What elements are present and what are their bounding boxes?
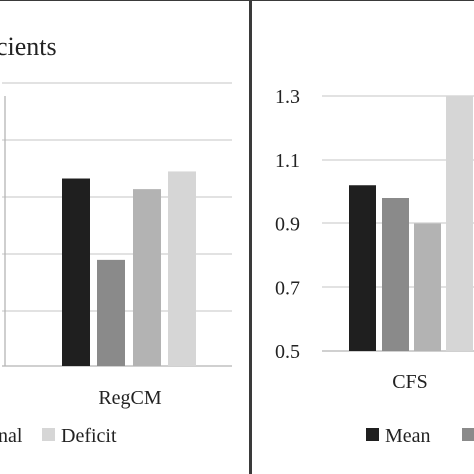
right-legend: Mean: [366, 425, 474, 447]
y-tick-label: 1.1: [275, 150, 300, 172]
y-tick-label: 0.9: [275, 214, 300, 236]
left-bars: [62, 171, 196, 366]
right-category-label: CFS: [392, 371, 428, 393]
right-legend-swatch-normal: [462, 428, 474, 441]
left-legend: nal Deficit: [0, 425, 117, 447]
bar-deficit: [446, 96, 473, 351]
right-panel: 0.5 0.7 0.9 1.1 1.3 CFS Mean: [250, 0, 474, 474]
right-legend-label-mean: Mean: [385, 425, 431, 447]
bar-surplus: [414, 223, 441, 351]
bar-deficit: [168, 171, 196, 366]
right-legend-swatch-mean: [366, 428, 379, 441]
bar-normal: [97, 259, 125, 366]
right-panel-frame: [250, 0, 474, 474]
left-legend-label-deficit: Deficit: [61, 425, 117, 447]
bar-normal: [382, 198, 409, 351]
left-panel: cients RegCM nal Deficit: [0, 0, 251, 474]
bar-mean: [62, 178, 90, 366]
bar-surplus: [133, 189, 161, 366]
right-y-tick-labels: 0.5 0.7 0.9 1.1 1.3: [275, 86, 300, 363]
left-category-label: RegCM: [98, 387, 162, 409]
left-legend-swatch-deficit: [42, 428, 55, 441]
bar-mean: [349, 185, 376, 351]
y-tick-label: 0.7: [275, 277, 300, 299]
left-legend-label-partial: nal: [0, 425, 23, 447]
y-tick-label: 0.5: [275, 341, 300, 363]
y-tick-label: 1.3: [275, 86, 300, 108]
right-bars: [349, 96, 473, 351]
left-chart-title: cients: [0, 32, 57, 61]
